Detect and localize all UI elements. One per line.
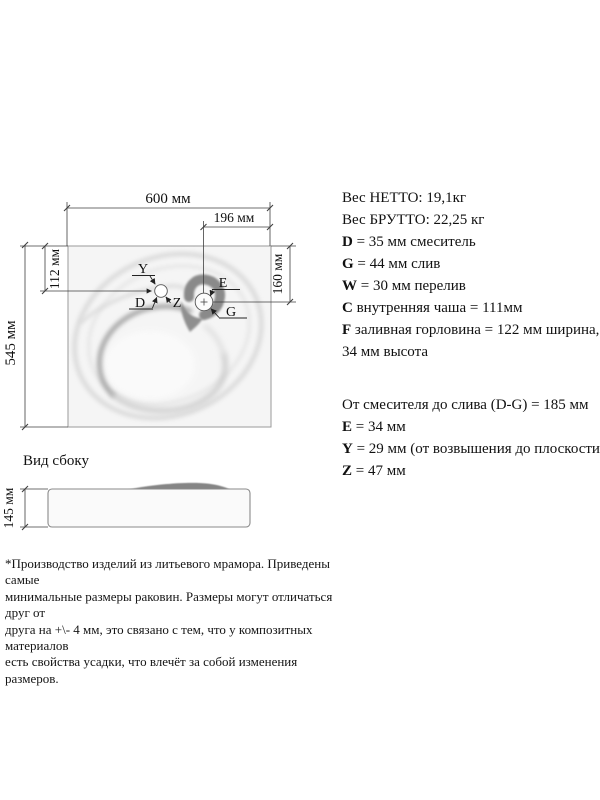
spec-d-mixer: D = 35 мм смеситель: [342, 234, 476, 250]
spec-g-drain: G = 44 мм слив: [342, 256, 441, 272]
label-d: D: [135, 296, 145, 311]
spec-y: Y = 29 мм (от возвышения до плоскости): [342, 441, 600, 457]
basin-outer-rim: [72, 251, 264, 421]
dim-overall-depth-label: 545 мм: [3, 320, 19, 366]
faucet-hole: [154, 284, 168, 298]
drain-beak: [180, 301, 203, 332]
label-y: Y: [138, 262, 148, 277]
side-dimension-lines: [20, 488, 48, 528]
spec-list: Вес НЕТТО: 19,1кг Вес БРУТТО: 22,25 кг D…: [342, 187, 600, 482]
drop-shadow-right: [203, 324, 226, 357]
spec-w-overflow: W = 30 мм перелив: [342, 278, 466, 294]
footnote-line: есть свойства усадки, что влечёт за собо…: [5, 654, 298, 686]
top-view-diagram: 600 мм 196 мм 112 мм 545 мм 160 мм Y D Z…: [3, 191, 296, 431]
spec-c-bowl: C внутренняя чаша = 111мм: [342, 300, 523, 316]
spec-z: Z = 47 мм: [342, 463, 406, 479]
dim-drain-offset-label: 196 мм: [214, 210, 255, 225]
spec-f-neck: F заливная горловина = 122 мм ширина,: [342, 322, 600, 338]
label-e: E: [219, 276, 228, 291]
spec-net-weight: Вес НЕТТО: 19,1кг: [342, 190, 467, 206]
drop-shadow-bottom: [111, 353, 228, 413]
spec-mixer-to-drain: От смесителя до слива (D-G) = 185 мм: [342, 397, 589, 413]
drain-center-cross: [200, 298, 208, 306]
spec-e: E = 34 мм: [342, 419, 406, 435]
dim-drain-depth-label: 160 мм: [270, 253, 285, 294]
label-z: Z: [173, 296, 182, 311]
point-labels: Y D Z E G: [129, 262, 247, 320]
spec-f-neck-height: 34 мм высота: [342, 344, 429, 360]
dim-faucet-depth-label: 112 мм: [47, 248, 62, 289]
side-body: [47, 488, 251, 528]
drop-shadow-left: [96, 303, 193, 398]
basin-inner-rim: [87, 264, 251, 406]
dim-width-label: 600 мм: [145, 191, 191, 207]
side-view-diagram: 145 мм: [1, 482, 251, 531]
footnote-line: *Производство изделий из литьевого мрамо…: [5, 556, 330, 588]
spec-gross-weight: Вес БРУТТО: 22,25 кг: [342, 212, 485, 228]
footnote-line: минимальные размеры раковин. Размеры мог…: [5, 588, 333, 621]
side-basin-lip: [128, 482, 230, 490]
side-view-title: Вид сбоку: [23, 453, 89, 469]
footnote-line: друга на +\- 4 мм, это связано с тем, чт…: [5, 621, 313, 654]
side-dimension-ticks: [21, 485, 29, 531]
basin-floor-highlight: [105, 331, 195, 399]
footnote: *Производство изделий из литьевого мрамо…: [5, 556, 350, 687]
side-height-label: 145 мм: [1, 487, 16, 528]
dimension-lines: [20, 202, 296, 428]
label-g: G: [226, 305, 236, 320]
